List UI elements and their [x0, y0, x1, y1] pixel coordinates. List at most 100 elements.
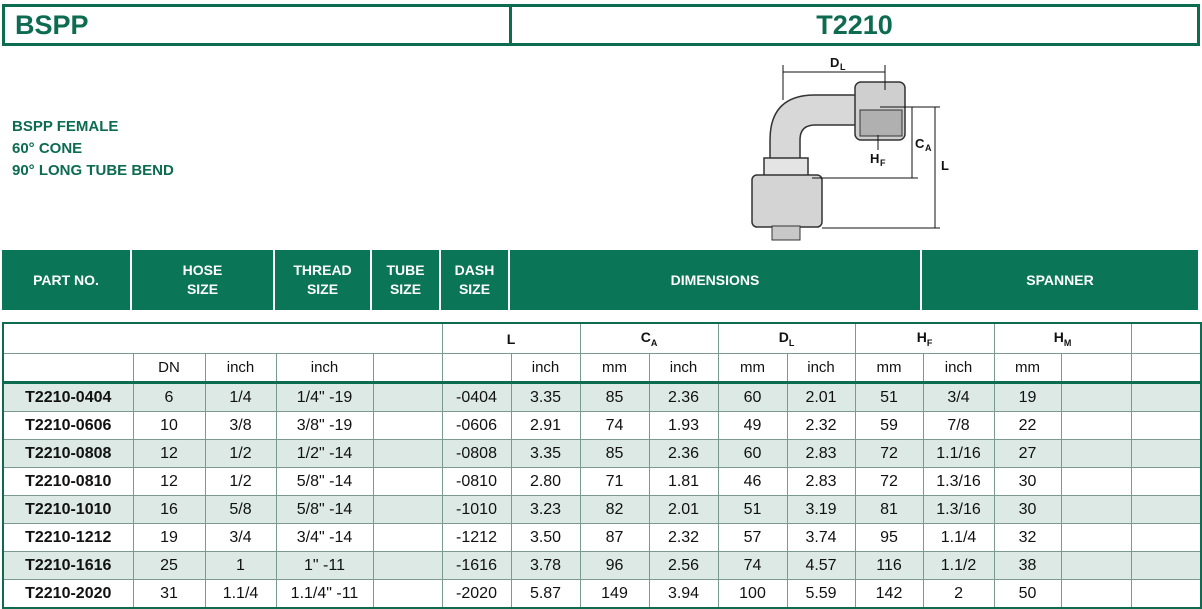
- cell: 2.32: [648, 523, 719, 552]
- blank-cell: [372, 551, 443, 580]
- cell: 5/8: [204, 495, 277, 524]
- cell: 2.83: [786, 467, 856, 496]
- unit-header: inch: [204, 353, 277, 384]
- data-row: T2210-0404 6 1/4 1/4" -19 -0404 3.35 85 2.36 60 2…: [2, 382, 1202, 412]
- group-subscript: M: [1063, 337, 1072, 348]
- column-header-text: SIZE: [389, 281, 422, 297]
- column-header-text: HOSE: [182, 262, 223, 278]
- column-header: THREAD SIZE: [275, 250, 372, 310]
- part-number: T2210-0606: [2, 411, 134, 440]
- cell: 142: [854, 579, 924, 609]
- cell: 30: [993, 495, 1062, 524]
- column-header-text: THREAD: [293, 262, 352, 278]
- cell: 2.01: [786, 382, 856, 412]
- dimension-lines: [782, 65, 940, 229]
- unit-header: inch: [648, 353, 719, 384]
- unit-header: DN: [132, 353, 206, 384]
- blank-cell: [1130, 353, 1202, 384]
- part-number: T2210-0810: [2, 467, 134, 496]
- cell: 60: [717, 439, 788, 468]
- blank-cell: [1060, 467, 1132, 496]
- cell: 72: [854, 439, 924, 468]
- column-header-text: SIZE: [458, 281, 491, 297]
- cell: 72: [854, 467, 924, 496]
- cell: 60: [717, 382, 788, 412]
- cell: 22: [993, 411, 1062, 440]
- cell: 19: [993, 382, 1062, 412]
- group-name: H: [1053, 329, 1064, 346]
- dimension-table: L CA DL HF HM DN inch inch inch mm inch mm inch mm inc…: [2, 322, 1202, 609]
- blank-cell: [1130, 495, 1202, 524]
- group-row: L CA DL HF HM: [2, 322, 1201, 354]
- data-row: T2210-2020 31 1.1/4 1.1/4" -11 -2020 5.87 149 3…: [2, 579, 1202, 609]
- cell: 2.01: [648, 495, 719, 524]
- cell: -1212: [441, 523, 512, 552]
- cell: -0810: [441, 467, 512, 496]
- blank-cell: [372, 467, 443, 496]
- cell: -2020: [441, 579, 512, 609]
- dim-label-sub: A: [925, 143, 932, 153]
- cell: 74: [717, 551, 788, 580]
- column-header-band: PART NO. HOSE SIZE THREAD SIZE TUBE SIZE DASH SI…: [2, 250, 1200, 310]
- column-header-text: PART NO.: [33, 271, 99, 288]
- part-number: T2210-0404: [2, 382, 134, 412]
- blank-cell: [1060, 523, 1132, 552]
- unit-header: mm: [717, 353, 788, 384]
- column-header: SPANNER: [922, 250, 1200, 310]
- blank-cell: [1060, 551, 1132, 580]
- cell: 3.50: [510, 523, 581, 552]
- column-header-text: TUBE: [386, 262, 425, 278]
- unit-row: DN inch inch inch mm inch mm inch mm inch mm: [2, 353, 1202, 384]
- cell: 1.1/4: [204, 579, 277, 609]
- cell: 5/8" -14: [275, 495, 374, 524]
- cell: 57: [717, 523, 788, 552]
- cell: 51: [854, 382, 924, 412]
- cell: 2.56: [648, 551, 719, 580]
- cell: 1/2" -14: [275, 439, 374, 468]
- group-header: DL: [717, 322, 856, 354]
- blank-cell: [1130, 579, 1202, 609]
- cell: 38: [993, 551, 1062, 580]
- cell: 3.78: [510, 551, 581, 580]
- blank-cell: [372, 523, 443, 552]
- data-row: T2210-1616 25 1 1" -11 -1616 3.78 96 2.56 74 4.57…: [2, 551, 1202, 580]
- data-row: T2210-0810 12 1/2 5/8" -14 -0810 2.80 71 1.81 46…: [2, 467, 1202, 496]
- data-row: T2210-1010 16 5/8 5/8" -14 -1010 3.23 82 2.01 51…: [2, 495, 1202, 524]
- group-subscript: A: [650, 337, 658, 348]
- cell: 16: [132, 495, 206, 524]
- blank-cell: [372, 411, 443, 440]
- group-header: HM: [993, 322, 1132, 354]
- stem: [771, 225, 801, 241]
- cell: 2.83: [786, 439, 856, 468]
- cell: 1/4" -19: [275, 382, 374, 412]
- blank-cell: [1060, 353, 1132, 384]
- cell: 100: [717, 579, 788, 609]
- cell: 85: [579, 439, 650, 468]
- cell: 1/2: [204, 439, 277, 468]
- cell: 71: [579, 467, 650, 496]
- blank-cell: [441, 353, 512, 384]
- column-header: DIMENSIONS: [510, 250, 922, 310]
- cell: 2.36: [648, 382, 719, 412]
- cell: 82: [579, 495, 650, 524]
- cell: 30: [993, 467, 1062, 496]
- fitting-diagram: D L C A H F L: [751, 55, 949, 241]
- group-name: L: [506, 330, 516, 347]
- column-header-text: DASH: [454, 262, 495, 278]
- part-number: T2210-1010: [2, 495, 134, 524]
- blank-cell: [1130, 411, 1202, 440]
- cell: 2.91: [510, 411, 581, 440]
- cell: 51: [717, 495, 788, 524]
- unit-header: inch: [275, 353, 374, 384]
- cell: -0606: [441, 411, 512, 440]
- cell: 3.35: [510, 439, 581, 468]
- part-number: T2210-1212: [2, 523, 134, 552]
- cell: 2.32: [786, 411, 856, 440]
- cell: 59: [854, 411, 924, 440]
- cell: 3.23: [510, 495, 581, 524]
- blank-cell: [372, 439, 443, 468]
- unit-header: mm: [579, 353, 650, 384]
- diagram-drawing: D L C A H F L: [751, 55, 949, 241]
- unit-header: mm: [854, 353, 924, 384]
